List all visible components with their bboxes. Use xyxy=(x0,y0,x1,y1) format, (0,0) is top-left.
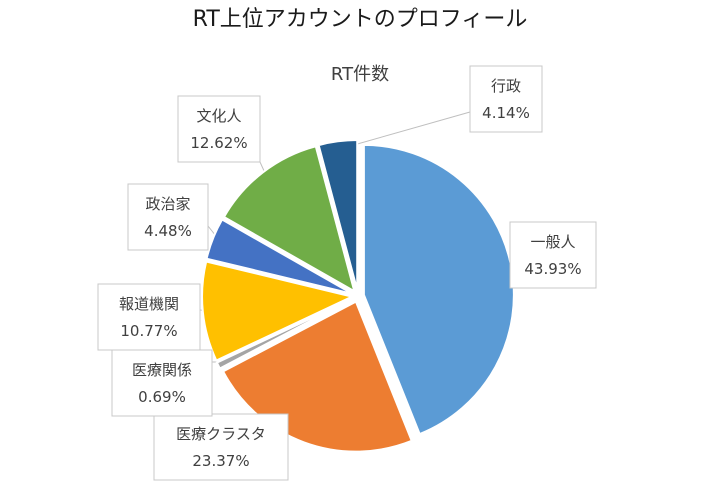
data-label-name-0: 一般人 xyxy=(530,233,575,251)
data-label-box-1 xyxy=(153,413,289,481)
data-label-box-3 xyxy=(97,283,201,351)
data-label-box-2 xyxy=(111,349,213,417)
pie-slices xyxy=(201,139,515,453)
pie-slice-3 xyxy=(201,260,356,362)
data-label-name-2: 医療関係 xyxy=(132,361,192,379)
data-label-percent-1: 23.37% xyxy=(192,452,249,470)
data-label-box-4 xyxy=(127,183,209,251)
data-labels: 一般人 43.93% 医療クラスタ 23.37% 医療関係 0.69% 報道機関 10.77%… xyxy=(97,65,597,481)
data-label-name-1: 医療クラスタ xyxy=(176,425,266,443)
leader-line-6 xyxy=(338,111,471,150)
chart-subtitle: RT件数 xyxy=(331,64,389,85)
data-label-percent-6: 4.14% xyxy=(482,104,530,122)
data-label-percent-0: 43.93% xyxy=(524,260,581,278)
pie-slice-5 xyxy=(222,145,356,294)
data-label-box-0 xyxy=(509,221,597,289)
data-label-percent-5: 12.62% xyxy=(190,134,247,152)
pie-slice-4 xyxy=(205,218,353,295)
data-label-name-6: 行政 xyxy=(491,77,521,95)
data-label-percent-2: 0.69% xyxy=(138,388,186,406)
data-label-percent-3: 10.77% xyxy=(120,322,177,340)
data-label-box-5 xyxy=(177,95,261,163)
data-label-percent-4: 4.48% xyxy=(144,222,192,240)
data-label-box-6 xyxy=(469,65,543,133)
pie-slice-6 xyxy=(317,139,359,291)
chart-title: RT上位アカウントのプロフィール xyxy=(193,7,528,32)
data-label-name-3: 報道機関 xyxy=(119,295,179,313)
data-label-name-5: 文化人 xyxy=(196,107,241,125)
data-label-name-4: 政治家 xyxy=(145,195,190,213)
pie-slice-2 xyxy=(215,297,354,370)
